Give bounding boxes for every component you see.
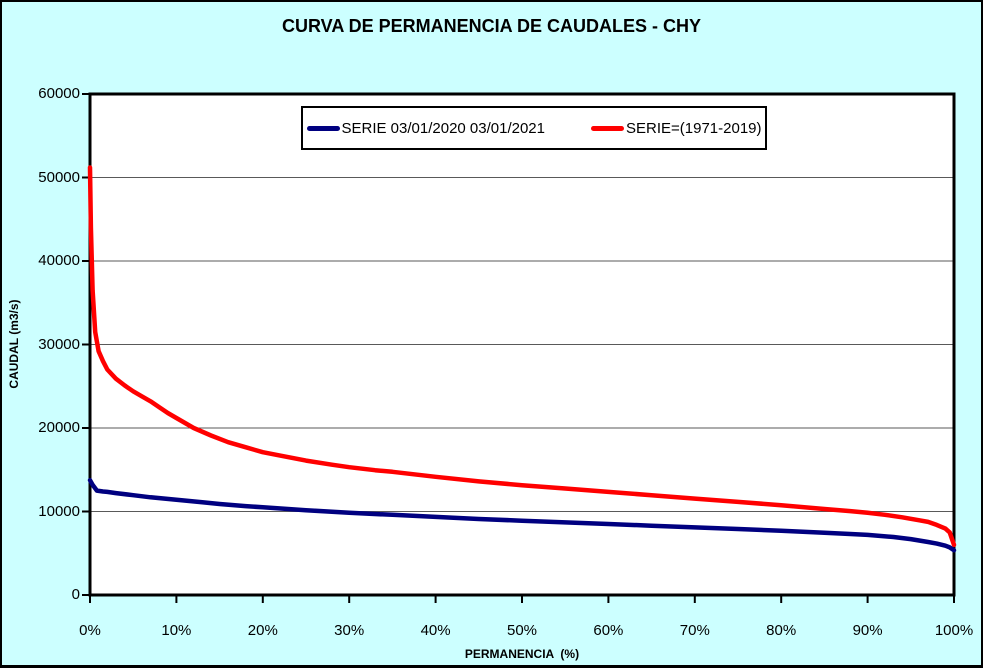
x-tick-label: 70% — [679, 622, 710, 639]
y-tick-label: 30000 — [38, 335, 80, 353]
y-tick-label: 40000 — [38, 252, 80, 269]
x-tick-label: 60% — [593, 622, 624, 639]
y-tick-label: 0 — [71, 586, 80, 603]
series-line-1 — [87, 165, 957, 548]
x-tick-label: 50% — [506, 622, 538, 639]
legend-item-serie-1971-2019: SERIE=(1971-2019) — [591, 120, 762, 137]
y-tick-label: 60000 — [38, 85, 80, 102]
legend-label-serie-1971-2019: SERIE=(1971-2019) — [626, 119, 762, 137]
y-axis-title: CAUDAL (m3/s) — [7, 299, 21, 388]
y-tick-label: 10000 — [38, 502, 80, 520]
y-tick-label: 50000 — [38, 168, 80, 186]
series-line-0 — [87, 477, 957, 553]
x-tick-label: 40% — [420, 622, 451, 639]
x-tick-label: 30% — [334, 622, 365, 639]
x-tick-label: 0% — [79, 622, 101, 639]
x-axis-title: PERMANENCIA (%) — [464, 647, 580, 661]
legend: SERIE 03/01/2020 03/01/2021 SERIE=(1971-… — [301, 106, 767, 150]
legend-label-serie-2020-2021: SERIE 03/01/2020 03/01/2021 — [341, 119, 546, 137]
legend-line-sample-red — [591, 125, 624, 131]
legend-line-sample-blue — [306, 125, 340, 131]
legend-item-serie-2020-2021: SERIE 03/01/2020 03/01/2021 — [306, 119, 546, 137]
y-tick-label: 20000 — [38, 419, 80, 436]
x-tick-label: 20% — [247, 622, 278, 639]
x-tick-label: 90% — [852, 622, 883, 639]
x-tick-label: 10% — [161, 622, 192, 639]
x-tick-label: 100% — [934, 622, 974, 639]
chart-title: CURVA DE PERMANENCIA DE CAUDALES - CHY — [281, 16, 702, 36]
x-tick-label: 80% — [766, 622, 797, 639]
